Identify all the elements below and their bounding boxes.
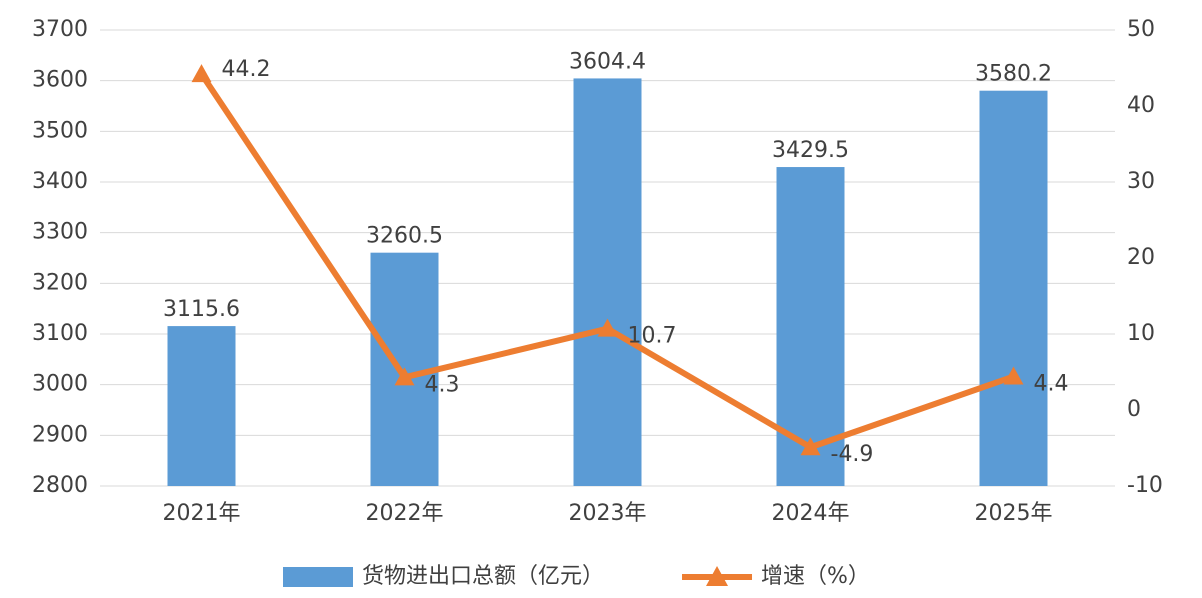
bar-value-label: 3604.4: [569, 49, 646, 74]
y2-tick-label: 40: [1127, 93, 1155, 118]
bar-value-label: 3260.5: [366, 224, 443, 249]
x-tick-label: 2022年: [366, 501, 444, 526]
y2-tick-label: 50: [1127, 17, 1155, 42]
y-tick-label: 2900: [32, 422, 88, 447]
line-marker: [191, 64, 212, 83]
legend-label: 货物进出口总额（亿元）: [362, 564, 604, 589]
line-marker: [597, 318, 618, 337]
y-tick-label: 3300: [32, 220, 88, 245]
x-tick-label: 2021年: [163, 501, 241, 526]
line-marker: [394, 367, 415, 386]
line-value-label: 10.7: [628, 324, 677, 349]
y-tick-label: 3700: [32, 17, 88, 42]
legend-swatch: [283, 567, 353, 587]
x-tick-label: 2024年: [772, 501, 850, 526]
x-tick-label: 2023年: [569, 501, 647, 526]
y-tick-label: 3200: [32, 270, 88, 295]
line-marker: [1003, 366, 1024, 385]
bar: [979, 90, 1048, 486]
bar-value-label: 3429.5: [772, 138, 849, 163]
y-tick-label: 3000: [32, 372, 88, 397]
x-tick-label: 2025年: [975, 501, 1053, 526]
bar-value-label: 3580.2: [975, 62, 1052, 87]
bar: [167, 326, 236, 486]
y-tick-label: 3400: [32, 169, 88, 194]
legend-label: 增速（%）: [761, 564, 870, 589]
y-tick-label: 2800: [32, 473, 88, 498]
line-value-label: 44.2: [222, 57, 271, 82]
y2-tick-label: 0: [1127, 397, 1141, 422]
line-value-label: 4.4: [1034, 372, 1069, 397]
legend-marker: [706, 566, 729, 586]
line-value-label: -4.9: [831, 442, 874, 467]
y-tick-label: 3600: [32, 68, 88, 93]
line-value-label: 4.3: [425, 372, 460, 397]
y2-tick-label: 20: [1127, 245, 1155, 270]
bar-value-label: 3115.6: [163, 297, 240, 322]
line-marker: [800, 437, 821, 456]
bar: [573, 78, 642, 487]
y2-tick-label: 30: [1127, 169, 1155, 194]
y-tick-label: 3100: [32, 321, 88, 346]
y2-tick-label: 10: [1127, 321, 1155, 346]
y2-tick-label: -10: [1127, 473, 1163, 498]
y-tick-label: 3500: [32, 118, 88, 143]
